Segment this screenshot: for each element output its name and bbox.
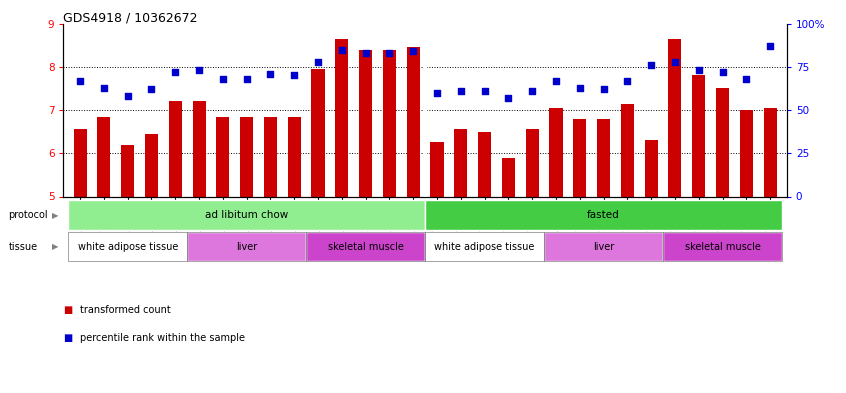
Bar bbox=[668, 39, 682, 197]
Text: ■: ■ bbox=[63, 333, 73, 343]
Text: GDS4918 / 10362672: GDS4918 / 10362672 bbox=[63, 12, 198, 25]
Bar bbox=[525, 130, 539, 196]
Point bbox=[74, 77, 87, 84]
Text: ▶: ▶ bbox=[52, 211, 59, 220]
Point bbox=[478, 88, 492, 94]
Bar bbox=[574, 119, 586, 196]
Text: tissue: tissue bbox=[8, 242, 37, 252]
Bar bbox=[359, 50, 372, 196]
Bar bbox=[692, 75, 706, 196]
Point bbox=[645, 62, 658, 68]
Text: ad libitum chow: ad libitum chow bbox=[205, 210, 288, 220]
Point bbox=[216, 76, 229, 82]
Text: liver: liver bbox=[236, 242, 257, 252]
Bar bbox=[425, 200, 782, 230]
Bar bbox=[645, 140, 657, 196]
Point bbox=[454, 88, 468, 94]
Bar bbox=[425, 232, 544, 261]
Bar bbox=[425, 232, 544, 261]
Bar bbox=[502, 158, 515, 196]
Bar bbox=[621, 103, 634, 196]
Text: liver: liver bbox=[593, 242, 614, 252]
Point bbox=[525, 88, 539, 94]
Text: skeletal muscle: skeletal muscle bbox=[684, 242, 761, 252]
Bar bbox=[306, 232, 425, 261]
Bar bbox=[306, 232, 425, 261]
Bar bbox=[97, 117, 111, 196]
Bar bbox=[739, 110, 753, 196]
Point bbox=[359, 50, 372, 56]
Point bbox=[121, 93, 135, 99]
Bar bbox=[311, 69, 325, 196]
Bar bbox=[69, 200, 425, 230]
Text: percentile rank within the sample: percentile rank within the sample bbox=[80, 333, 245, 343]
Point bbox=[716, 69, 729, 75]
Point bbox=[596, 86, 610, 92]
Point bbox=[502, 95, 515, 101]
Text: fasted: fasted bbox=[587, 210, 620, 220]
Point bbox=[264, 71, 277, 77]
Text: white adipose tissue: white adipose tissue bbox=[434, 242, 535, 252]
Text: protocol: protocol bbox=[8, 210, 48, 220]
Text: white adipose tissue: white adipose tissue bbox=[78, 242, 178, 252]
Bar bbox=[240, 117, 253, 196]
Bar bbox=[454, 130, 467, 196]
Point bbox=[311, 59, 325, 65]
Point bbox=[406, 48, 420, 54]
Bar bbox=[764, 108, 777, 196]
Point bbox=[692, 67, 706, 73]
Bar bbox=[145, 134, 158, 196]
Bar bbox=[716, 88, 729, 196]
Point bbox=[335, 46, 349, 53]
Bar bbox=[335, 39, 349, 197]
Point bbox=[621, 77, 634, 84]
Bar bbox=[544, 232, 663, 261]
Bar bbox=[69, 232, 187, 261]
Point bbox=[192, 67, 206, 73]
Bar bbox=[74, 130, 86, 196]
Point bbox=[431, 90, 444, 96]
Bar bbox=[187, 232, 306, 261]
Point bbox=[573, 84, 586, 91]
Bar bbox=[193, 101, 206, 196]
Point bbox=[382, 50, 396, 56]
Point bbox=[168, 69, 182, 75]
Bar bbox=[121, 145, 135, 196]
Point bbox=[739, 76, 753, 82]
Text: ■: ■ bbox=[63, 305, 73, 316]
Bar bbox=[288, 117, 301, 196]
Bar bbox=[431, 142, 443, 196]
Bar bbox=[663, 232, 782, 261]
Text: transformed count: transformed count bbox=[80, 305, 171, 316]
Point bbox=[668, 59, 682, 65]
Bar bbox=[478, 132, 492, 196]
Bar bbox=[217, 117, 229, 196]
Bar bbox=[383, 50, 396, 196]
Point bbox=[288, 72, 301, 79]
Text: ▶: ▶ bbox=[52, 242, 59, 251]
Bar bbox=[544, 232, 663, 261]
Bar bbox=[168, 101, 182, 196]
Bar bbox=[549, 108, 563, 196]
Point bbox=[97, 84, 111, 91]
Bar bbox=[69, 232, 187, 261]
Text: skeletal muscle: skeletal muscle bbox=[327, 242, 404, 252]
Bar bbox=[187, 232, 306, 261]
Bar bbox=[663, 232, 782, 261]
Bar bbox=[264, 117, 277, 196]
Bar bbox=[597, 119, 610, 196]
Point bbox=[240, 76, 254, 82]
Bar bbox=[407, 48, 420, 196]
Point bbox=[145, 86, 158, 92]
Point bbox=[549, 77, 563, 84]
Point bbox=[763, 43, 777, 49]
